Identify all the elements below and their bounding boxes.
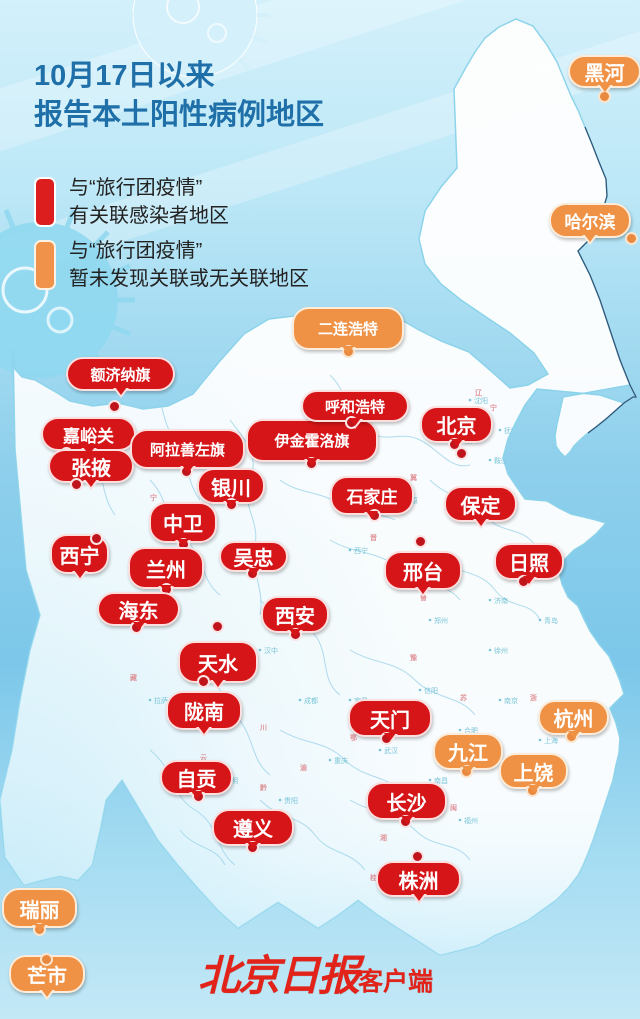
svg-text:徐州: 徐州: [494, 646, 508, 655]
svg-text:武汉: 武汉: [384, 746, 398, 755]
svg-text:丹东: 丹东: [534, 466, 548, 475]
svg-text:宁: 宁: [490, 403, 497, 412]
svg-text:西宁: 西宁: [354, 546, 368, 555]
svg-text:宁: 宁: [150, 493, 157, 502]
svg-text:豫: 豫: [410, 653, 417, 662]
svg-text:冀: 冀: [410, 473, 417, 482]
svg-text:郑州: 郑州: [434, 617, 448, 625]
svg-text:川: 川: [259, 724, 267, 732]
svg-text:贵阳: 贵阳: [284, 796, 298, 805]
svg-text:沈阳: 沈阳: [474, 396, 488, 405]
svg-text:辽: 辽: [475, 388, 482, 397]
svg-text:汉中: 汉中: [264, 646, 278, 655]
svg-text:渝: 渝: [300, 763, 307, 772]
svg-text:重庆: 重庆: [334, 756, 348, 765]
svg-text:浙: 浙: [530, 693, 537, 702]
svg-text:上海: 上海: [544, 736, 558, 745]
svg-text:南京: 南京: [504, 696, 518, 705]
svg-text:黔: 黔: [259, 783, 267, 792]
svg-text:晋: 晋: [370, 533, 377, 542]
svg-text:青岛: 青岛: [544, 616, 558, 625]
svg-text:湘: 湘: [380, 833, 387, 842]
svg-text:济南: 济南: [494, 596, 508, 605]
svg-text:藏: 藏: [130, 673, 137, 682]
svg-text:鞍山: 鞍山: [494, 456, 508, 465]
svg-text:成都: 成都: [304, 696, 318, 705]
svg-text:苏: 苏: [460, 693, 467, 702]
svg-text:闽: 闽: [450, 803, 457, 812]
svg-text:信阳: 信阳: [424, 686, 438, 695]
svg-text:福州: 福州: [464, 816, 478, 825]
